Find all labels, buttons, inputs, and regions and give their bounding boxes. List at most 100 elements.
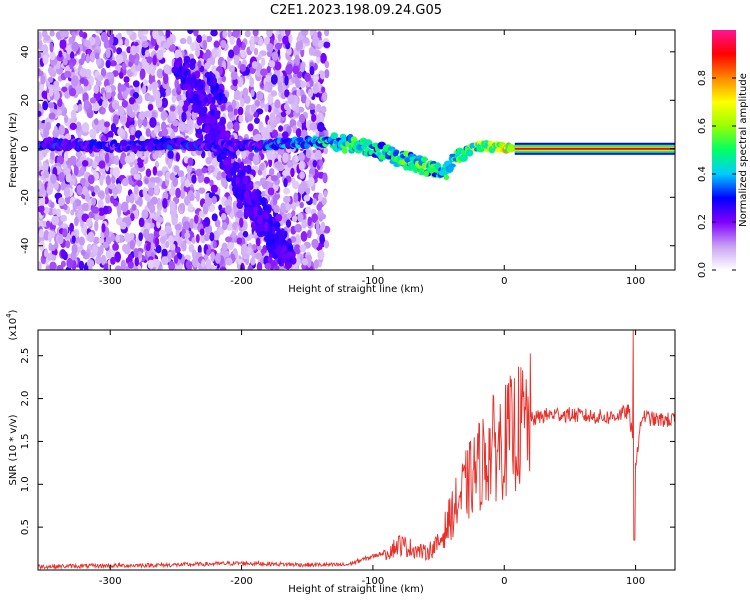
colorbar-tick-label: 0.0 — [697, 262, 708, 278]
spectral-blob — [196, 34, 203, 43]
x-tick-label: -300 — [99, 576, 122, 587]
spectral-blob — [58, 197, 65, 206]
spectral-blob — [295, 103, 300, 114]
spectral-blob — [301, 219, 308, 229]
spectral-blob — [161, 248, 168, 258]
spectral-blob — [252, 30, 259, 37]
spectral-blob — [167, 235, 174, 246]
spectral-blob — [182, 93, 187, 101]
spectral-blob — [137, 117, 143, 129]
spectral-blob — [291, 180, 300, 190]
spectral-blob — [62, 228, 68, 238]
spectral-blob — [244, 30, 251, 38]
spectral-blob — [53, 125, 58, 133]
spectral-blob — [154, 237, 160, 247]
spectral-blob — [282, 35, 290, 45]
x-tick-label: 0 — [501, 276, 507, 287]
spectral-blob — [305, 206, 312, 214]
spectral-blob — [81, 160, 89, 167]
spectral-blob — [146, 56, 153, 64]
spectral-blob — [98, 160, 106, 169]
spectral-blob — [145, 194, 151, 202]
spectral-blob — [103, 205, 109, 215]
spectral-blob — [252, 154, 260, 166]
spectral-blob — [317, 39, 324, 48]
spectral-blob — [121, 100, 129, 108]
spectral-blob — [141, 84, 147, 95]
spectral-blob — [49, 51, 56, 61]
spectral-blob — [119, 71, 124, 79]
spectral-blob — [82, 223, 88, 234]
spectral-blob — [183, 195, 191, 206]
spectral-blob — [100, 135, 107, 144]
spectral-blob — [211, 195, 217, 205]
spectral-blob — [153, 125, 158, 135]
spectral-blob — [264, 262, 272, 270]
spectral-blob — [240, 262, 245, 270]
spectral-blob — [284, 89, 290, 98]
x-tick-label: 100 — [626, 276, 645, 287]
spectral-blob — [41, 90, 48, 99]
spectral-blob — [274, 161, 283, 169]
spectral-blob — [124, 38, 130, 47]
spectral-blob — [143, 30, 149, 36]
spectral-blob — [89, 75, 94, 86]
spectral-blob — [100, 108, 106, 115]
spectral-blob — [266, 150, 273, 160]
spectral-blob — [38, 103, 42, 110]
spectral-blob — [299, 201, 304, 209]
spectral-blob — [175, 187, 181, 199]
spectral-blob — [240, 98, 245, 108]
spectral-blob — [130, 126, 136, 136]
spectral-blob — [89, 139, 96, 147]
spectral-blob — [43, 169, 49, 179]
spectral-blob — [156, 49, 164, 61]
spectral-blob — [142, 79, 149, 87]
spectral-blob — [277, 257, 282, 265]
spectral-blob — [267, 105, 272, 113]
spectral-blob — [277, 81, 283, 93]
spectral-blob — [307, 230, 312, 239]
spectral-blob — [102, 241, 110, 249]
spectral-blob — [277, 147, 285, 155]
spectral-blob — [319, 70, 326, 80]
spectral-blob — [320, 213, 327, 220]
spectral-blob — [312, 198, 317, 206]
spectral-blob — [206, 75, 212, 83]
spectral-blob — [316, 203, 322, 211]
spectral-blob — [271, 129, 279, 139]
spectral-blob — [134, 58, 139, 66]
spectral-blob — [144, 177, 149, 185]
spectral-blob — [156, 216, 164, 223]
spectral-blob — [139, 68, 146, 80]
spectral-blob — [262, 244, 268, 254]
spectral-blob — [300, 94, 307, 104]
spectral-blob — [270, 90, 278, 97]
spectral-blob — [106, 131, 114, 138]
spectral-blob — [269, 60, 276, 68]
spectral-blob — [132, 92, 139, 99]
spectral-blob — [271, 51, 279, 61]
spectral-blob — [285, 219, 292, 228]
spectral-blob — [66, 45, 72, 55]
spectral-blob — [256, 209, 263, 216]
spectral-blob — [187, 157, 194, 167]
spectral-blob — [42, 54, 49, 65]
spectral-blob — [203, 217, 211, 227]
spectral-blob — [269, 112, 276, 122]
colorbar-label: Normalized spectral amplitude — [738, 73, 749, 227]
spectral-blob — [270, 74, 278, 85]
spectral-blob — [295, 128, 302, 138]
spectral-blob — [77, 103, 83, 112]
spectral-blob — [253, 117, 260, 124]
spectral-blob — [184, 124, 193, 131]
spectral-blob — [112, 166, 121, 178]
spectral-blob — [249, 42, 255, 52]
spectral-blob — [127, 261, 134, 269]
spectral-blob — [49, 30, 55, 37]
spectral-blob — [181, 111, 187, 123]
spectral-blob — [58, 50, 63, 58]
spectral-blob — [156, 170, 163, 177]
spectral-blob — [189, 58, 197, 66]
